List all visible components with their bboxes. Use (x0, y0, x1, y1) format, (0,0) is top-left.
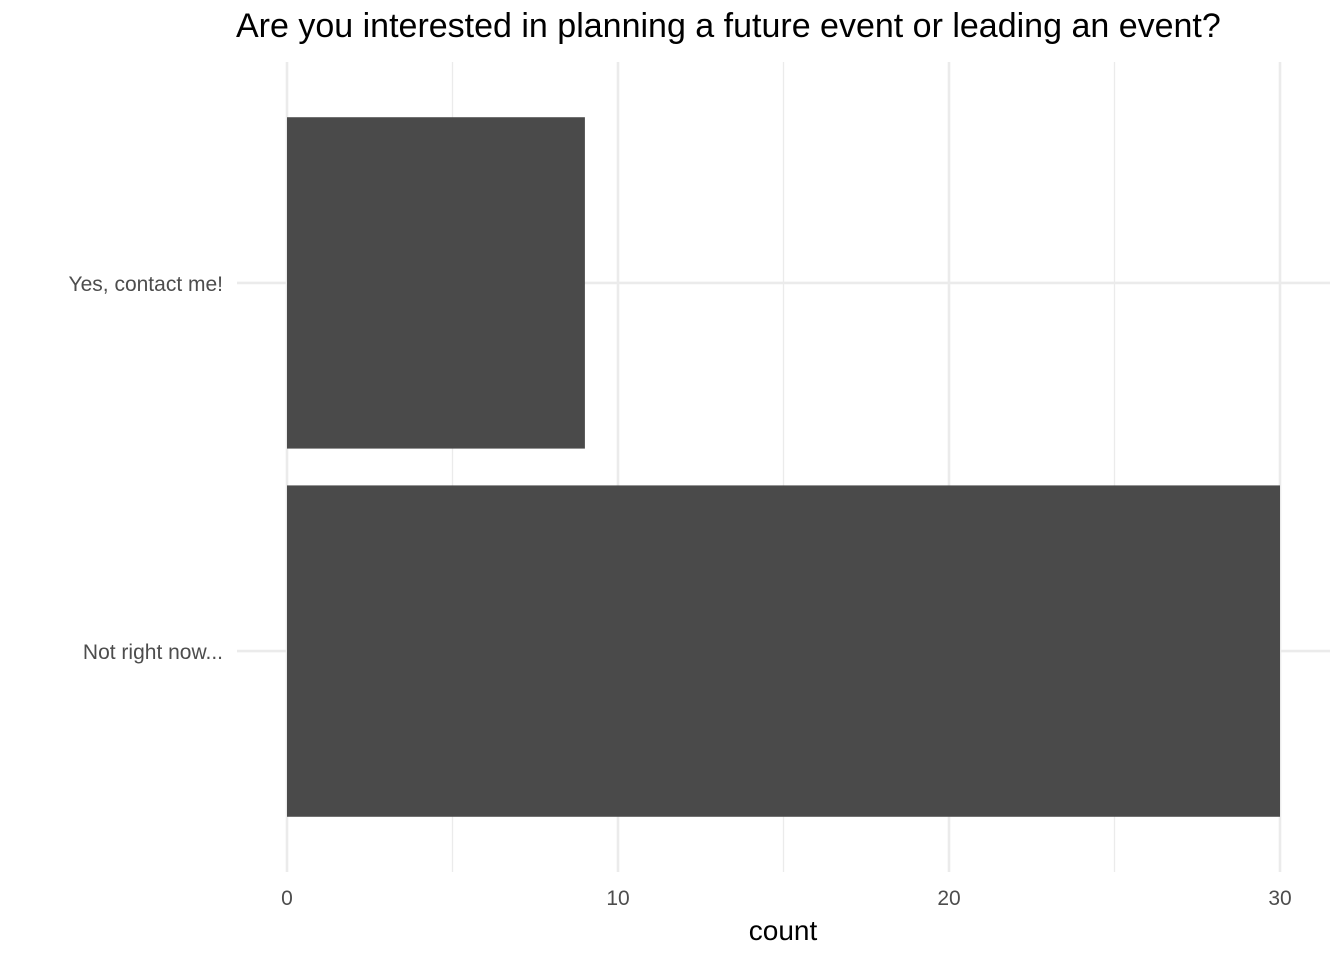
bar-1 (287, 485, 1280, 817)
bar-0 (287, 117, 585, 449)
x-tick-labels: 0 10 20 30 (281, 887, 1292, 910)
chart-title: Are you interested in planning a future … (236, 7, 1221, 45)
y-tick-label: Yes, contact me! (69, 273, 223, 296)
x-tick-label: 10 (606, 887, 629, 910)
y-tick-labels: Yes, contact me! Not right now... (69, 273, 223, 664)
x-tick-label: 20 (937, 887, 960, 910)
x-tick-label: 0 (281, 887, 293, 910)
y-tick-label: Not right now... (83, 641, 223, 664)
x-axis-title: count (749, 915, 818, 946)
x-tick-label: 30 (1268, 887, 1291, 910)
bars (287, 117, 1280, 817)
